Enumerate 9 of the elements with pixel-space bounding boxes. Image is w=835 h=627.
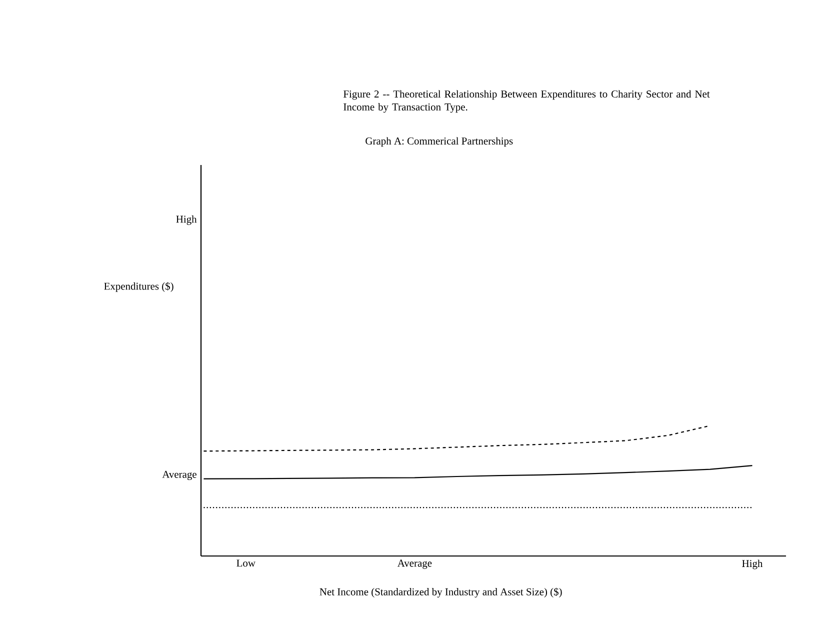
x-axis-title: Net Income (Standardized by Industry and Asset Size) ($) (320, 588, 562, 598)
x-tick-label: Low (236, 560, 256, 567)
text: High (176, 215, 197, 225)
chart-subtitle: Graph A: Commerical Partnerships (366, 137, 513, 147)
chart-title: Figure 2 -- Theoretical Relationship Between Expenditures to Charity Sector and Net Income by Transaction Type. (344, 90, 710, 113)
x-tick-label: Average (397, 560, 432, 569)
text: Average (162, 470, 196, 480)
text: Expenditures ($) (104, 282, 174, 292)
x-tick-label: High (742, 560, 763, 570)
